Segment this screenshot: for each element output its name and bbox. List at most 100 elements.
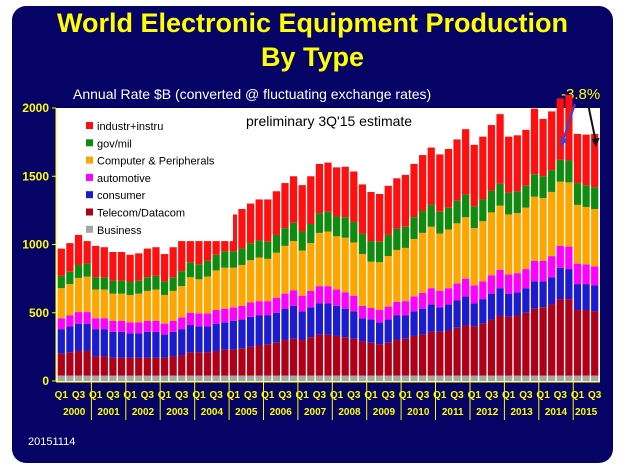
x-tick-label-2014q3: Q3 (554, 390, 568, 401)
bar-telecom-datacom-2014q2 (548, 304, 556, 376)
bar-industr-instru-2012q1 (470, 144, 478, 207)
bar-gov-mil-2015q2 (582, 185, 590, 207)
x-tick-label-2003q1: Q1 (158, 390, 172, 401)
bar-consumer-2011q1 (436, 307, 444, 332)
year-label-2004: 2004 (201, 407, 224, 418)
x-tick-label-2007q1: Q1 (296, 390, 310, 401)
bar-industr-instru-2007q4 (324, 162, 332, 212)
bar-computer-peripherals-2008q4 (358, 254, 367, 306)
year-label-2005: 2005 (235, 407, 258, 418)
year-label-2008: 2008 (338, 407, 361, 418)
bar-business-2005q1 (229, 375, 237, 381)
bar-gov-mil-2007q2 (307, 224, 315, 244)
bar-business-2009q3 (384, 375, 392, 381)
bar-stack-2003q3 (178, 239, 186, 381)
bar-business-2011q3 (453, 375, 461, 381)
bar-industr-instru-2010q2 (410, 163, 418, 218)
bar-consumer-2013q1 (505, 293, 513, 317)
bar-gov-mil-2013q2 (513, 191, 521, 214)
bar-telecom-datacom-2013q2 (513, 315, 521, 376)
bar-automotive-2009q1 (367, 307, 375, 320)
bar-consumer-2000q1 (57, 329, 65, 354)
bar-industr-instru-2005q3 (246, 203, 255, 244)
y-tick-label-1000: 1000 (22, 238, 49, 252)
bar-computer-peripherals-2011q4 (462, 217, 470, 279)
bar-gov-mil-2004q4 (221, 251, 229, 268)
bar-consumer-2013q3 (522, 288, 530, 313)
x-tick-label-2005q3: Q3 (244, 390, 258, 401)
bar-gov-mil-2009q2 (376, 241, 384, 263)
bar-industr-instru-2002q4 (152, 247, 160, 276)
bar-gov-mil-2015q3 (591, 187, 599, 210)
bar-telecom-datacom-2013q1 (505, 316, 513, 376)
bar-automotive-2001q2 (100, 318, 108, 330)
x-tick-label-2002q3: Q3 (141, 390, 155, 401)
bar-computer-peripherals-2002q3 (143, 290, 151, 321)
bar-stack-2007q2 (307, 176, 315, 381)
bar-consumer-2009q4 (393, 315, 401, 341)
bar-industr-instru-2010q4 (427, 147, 435, 205)
bar-automotive-2011q4 (462, 278, 470, 297)
bar-gov-mil-2010q4 (427, 204, 435, 227)
bar-business-2003q2 (169, 375, 177, 381)
bar-gov-mil-2001q1 (92, 277, 100, 290)
bar-stack-2011q4 (462, 129, 470, 381)
bar-automotive-2005q3 (246, 302, 255, 317)
bar-consumer-2008q3 (350, 311, 358, 339)
bar-automotive-2010q4 (427, 288, 435, 305)
bar-industr-instru-2012q2 (479, 136, 487, 200)
bar-business-2002q2 (135, 375, 143, 381)
bar-automotive-2004q2 (203, 313, 212, 327)
bar-telecom-datacom-2015q1 (573, 310, 582, 376)
bar-industr-instru-2013q1 (505, 136, 513, 193)
bar-computer-peripherals-2010q1 (401, 247, 410, 302)
bar-telecom-datacom-2006q4 (289, 338, 298, 376)
year-label-2007: 2007 (304, 407, 327, 418)
bar-automotive-2015q3 (591, 266, 599, 286)
bar-telecom-datacom-2009q1 (367, 342, 375, 376)
bar-gov-mil-2001q4 (117, 280, 126, 294)
bar-business-2001q3 (109, 375, 117, 381)
chart-title-line-2: By Type (260, 42, 365, 72)
bar-consumer-2003q3 (178, 329, 186, 356)
bar-industr-instru-2001q2 (100, 247, 108, 278)
bar-industr-instru-2005q4 (255, 199, 263, 241)
bar-industr-instru-2014q2 (548, 111, 556, 171)
bar-consumer-2012q3 (487, 293, 496, 320)
bar-business-2002q1 (126, 375, 134, 381)
bar-computer-peripherals-2015q1 (573, 204, 582, 264)
bar-business-2003q3 (178, 375, 186, 381)
legend-box (83, 116, 233, 242)
bar-consumer-2015q3 (591, 285, 599, 312)
x-tick-label-2000q1: Q1 (55, 390, 69, 401)
bar-consumer-2009q2 (376, 322, 384, 345)
bar-automotive-2012q1 (470, 285, 478, 304)
bar-industr-instru-2010q3 (419, 155, 427, 212)
bar-computer-peripherals-2010q2 (410, 239, 418, 297)
bar-telecom-datacom-2010q3 (419, 334, 427, 376)
legend-label-telecom-datacom: Telecom/Datacom (97, 208, 185, 220)
bar-automotive-2014q3 (556, 245, 564, 268)
bar-gov-mil-2007q1 (298, 231, 306, 251)
bar-consumer-2005q2 (238, 319, 246, 349)
legend-label-gov-mil: gov/mil (97, 138, 132, 150)
year-label-2012: 2012 (476, 407, 499, 418)
bar-telecom-datacom-2001q3 (109, 357, 117, 376)
bar-automotive-2011q3 (453, 283, 461, 301)
bar-telecom-datacom-2000q3 (74, 350, 83, 376)
bar-stack-2014q1 (539, 118, 547, 381)
bar-stack-2003q1 (160, 254, 169, 381)
bar-computer-peripherals-2013q2 (513, 213, 521, 274)
bar-stack-2001q4 (117, 252, 126, 381)
bar-computer-peripherals-2008q1 (332, 236, 341, 290)
bar-stack-2003q2 (169, 247, 177, 381)
bar-industr-instru-2005q1 (229, 214, 237, 252)
bar-gov-mil-2011q4 (462, 194, 470, 218)
bar-consumer-2012q4 (496, 288, 504, 316)
bar-telecom-datacom-2014q4 (565, 299, 573, 376)
bar-business-2014q2 (548, 375, 556, 381)
bar-business-2003q4 (186, 375, 194, 381)
legend-label-industr-instru: industr+instru (97, 121, 163, 133)
bar-industr-instru-2000q1 (57, 248, 65, 276)
bar-stack-2015q1 (573, 133, 582, 381)
